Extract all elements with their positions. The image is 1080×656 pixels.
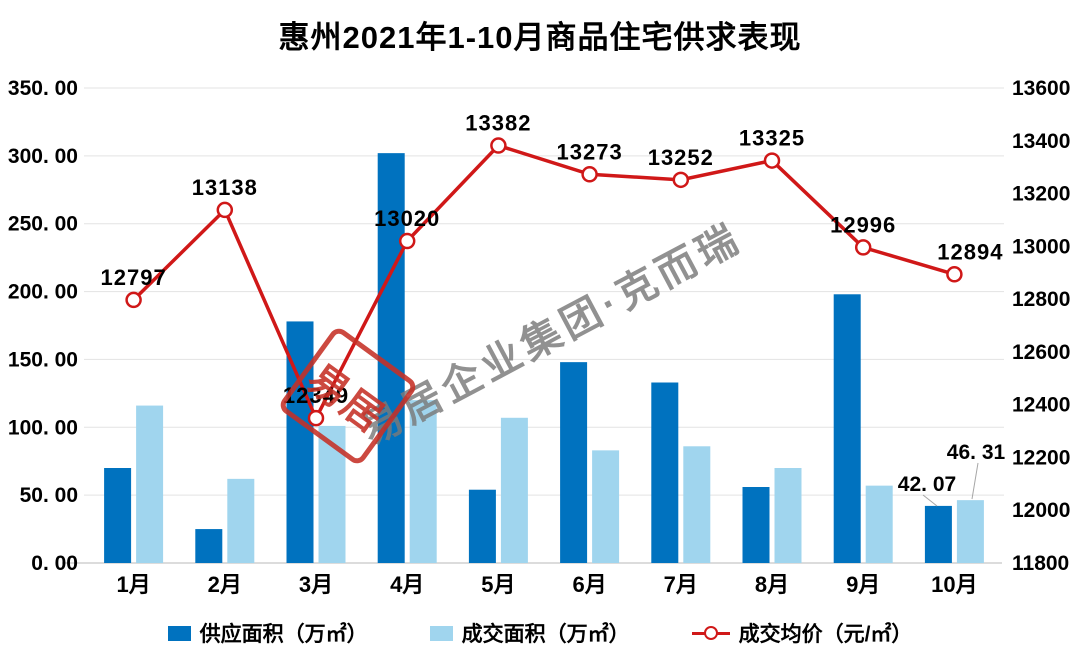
legend-supply-label: 供应面积（万㎡） [199,623,368,646]
svg-text:12349: 12349 [283,383,349,408]
supply-bars [104,153,952,563]
supply-swatch-icon [167,625,191,641]
deal-swatch-icon [429,625,453,641]
svg-text:12800: 12800 [1012,288,1070,311]
svg-text:1月: 1月 [116,572,150,597]
svg-text:13400: 13400 [1012,130,1070,153]
svg-text:12200: 12200 [1012,446,1070,469]
svg-text:6月: 6月 [572,572,606,597]
svg-text:42. 07: 42. 07 [898,473,956,496]
svg-text:9月: 9月 [846,572,880,597]
x-axis-labels: 1月 2月 3月 4月 5月 6月 7月 8月 9月 10月 [116,572,977,597]
svg-text:8月: 8月 [755,572,789,597]
svg-text:2月: 2月 [208,572,242,597]
svg-text:10月: 10月 [931,572,977,597]
svg-text:13325: 13325 [739,126,805,151]
left-axis-labels: 350. 00 300. 00 250. 00 200. 00 150. 00 100. … [8,77,78,575]
svg-text:100. 00: 100. 00 [8,416,78,439]
svg-text:350. 00: 350. 00 [8,77,78,100]
svg-text:12894: 12894 [937,239,1003,264]
legend-item-deal: 成交面积（万㎡） [429,618,630,648]
price-line-marker-icon [691,625,730,641]
chart-legend: 供应面积（万㎡） 成交面积（万㎡） 成交均价（元/㎡） [0,618,1080,648]
svg-text:12000: 12000 [1012,499,1070,522]
svg-text:3月: 3月 [299,572,333,597]
bar-value-labels: 42. 07 46. 31 [898,441,1006,507]
svg-text:7月: 7月 [664,572,698,597]
svg-text:13200: 13200 [1012,183,1070,206]
right-axis-labels: 13600 13400 13200 13000 12800 12600 12400 12200… [1012,77,1070,575]
svg-text:300. 00: 300. 00 [8,145,78,168]
svg-text:11800: 11800 [1012,552,1069,575]
svg-text:0. 00: 0. 00 [31,552,78,575]
svg-text:5月: 5月 [481,572,515,597]
legend-item-price: 成交均价（元/㎡） [691,618,913,648]
price-point-labels: 12797 13138 12349 13020 13382 13273 13252 13325… [101,111,1003,409]
svg-text:46. 31: 46. 31 [947,441,1006,464]
svg-text:13000: 13000 [1012,235,1070,258]
svg-text:12600: 12600 [1012,341,1070,364]
gridlines [84,87,1004,496]
svg-text:250. 00: 250. 00 [8,213,78,236]
legend-item-supply: 供应面积（万㎡） [167,618,368,648]
price-line [132,143,955,423]
svg-text:150. 00: 150. 00 [8,348,78,371]
price-line-markers [125,137,963,427]
svg-text:12996: 12996 [830,212,896,237]
legend-price-label: 成交均价（元/㎡） [738,623,913,646]
svg-text:4月: 4月 [390,572,424,597]
deal-bars [136,400,984,563]
legend-deal-label: 成交面积（万㎡） [461,623,630,646]
chart-title: 惠州2021年1-10月商品住宅供求表现 [278,20,802,55]
svg-text:13138: 13138 [192,175,258,200]
svg-text:200. 00: 200. 00 [8,281,78,304]
svg-text:13020: 13020 [374,206,440,231]
svg-text:13252: 13252 [648,145,714,170]
svg-text:13273: 13273 [557,139,623,164]
svg-text:12797: 12797 [101,265,167,290]
svg-text:12400: 12400 [1012,394,1070,417]
svg-text:50. 00: 50. 00 [20,484,78,507]
svg-text:13382: 13382 [465,111,531,136]
svg-text:13600: 13600 [1012,77,1070,100]
